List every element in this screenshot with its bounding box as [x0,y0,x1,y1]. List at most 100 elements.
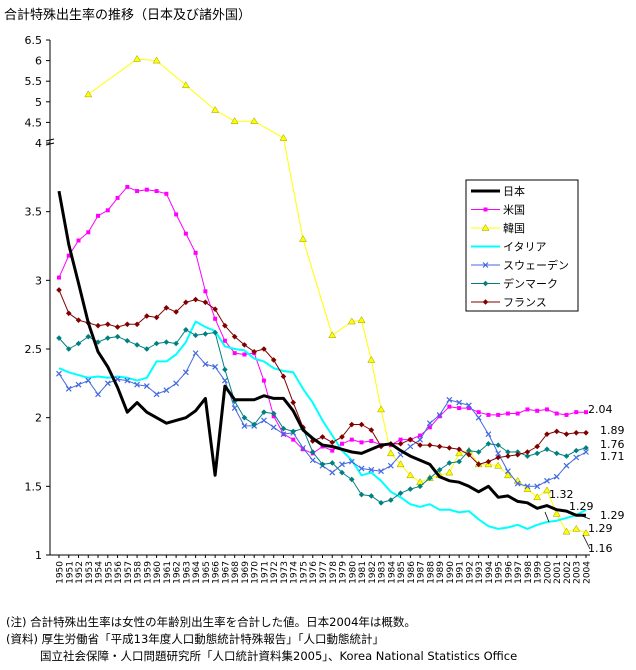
data-point-米国 [515,411,520,416]
data-point-韓国 [250,117,259,124]
data-point-デンマーク [212,329,218,336]
data-point-フランス [241,342,248,348]
x-tick-label: 1959 [143,561,153,584]
legend-item-イタリア: イタリア [471,241,547,254]
x-tick-label: 1975 [299,561,309,584]
data-point-米国 [535,408,540,413]
end-value-label: 1.29 [600,509,625,522]
data-point-フランス [407,436,414,443]
data-point-スウェーデン [182,369,189,376]
data-point-フランス [475,461,482,468]
data-point-米国 [437,414,442,419]
end-label-layer: 2.041.891.761.711.321.291.291.291.16 [544,403,625,555]
y-tick-label: 6 [35,55,42,68]
y-tick-label: 2 [35,412,42,425]
x-tick-label: 1990 [446,561,456,584]
data-point-スウェーデン [436,411,443,418]
data-point-韓国 [552,509,561,517]
end-label-leader [582,534,591,550]
data-point-デンマーク [524,453,531,459]
x-tick-label: 1965 [202,561,212,584]
data-point-フランス [75,317,82,323]
data-point-スウェーデン [75,381,82,388]
y-tick-label: 3 [35,274,42,287]
legend-swatch-marker [482,299,489,305]
data-point-デンマーク [475,449,482,455]
data-point-デンマーク [397,490,404,496]
data-point-フランス [573,429,580,436]
data-point-スウェーデン [368,466,375,473]
x-tick-label: 1968 [231,561,241,584]
data-point-スウェーデン [56,370,62,377]
data-point-スウェーデン [446,396,453,403]
data-point-フランス [358,421,365,428]
series-line-イタリア [58,320,587,530]
data-point-フランス [163,305,170,311]
legend-item-フランス: フランス [471,296,547,309]
axis-break-mark [45,142,55,146]
data-point-韓国 [152,56,161,64]
data-point-フランス [534,443,541,450]
legend-label: 米国 [503,204,525,217]
data-point-スウェーデン [231,405,238,411]
data-point-米国 [291,437,296,442]
data-point-韓国 [494,461,503,469]
x-tick-label: 1988 [426,561,436,584]
legend-item-韓国: 韓国 [471,222,525,235]
data-point-デンマーク [114,333,121,340]
data-point-フランス [134,321,140,328]
data-point-デンマーク [153,340,160,347]
data-point-デンマーク [563,453,570,459]
data-point-デンマーク [173,340,179,347]
y-tick-label: 4.5 [25,116,43,129]
data-point-スウェーデン [261,417,267,424]
x-tick-label: 1966 [212,561,222,584]
x-tick-label: 1987 [417,561,427,584]
axis-break-mark [45,138,55,142]
legend-swatch-marker [482,262,489,268]
legend-item-日本: 日本 [471,184,525,198]
data-point-フランス [114,324,121,330]
x-tick-label: 1971 [260,561,270,584]
data-point-フランス [222,322,228,329]
data-point-米国 [125,184,130,189]
data-point-フランス [104,321,111,328]
data-point-スウェーデン [339,461,345,468]
data-point-米国 [447,404,452,409]
data-point-フランス [124,321,131,328]
data-point-米国 [115,195,120,200]
data-point-デンマーク [251,421,257,428]
data-point-スウェーデン [505,468,511,475]
data-point-フランス [212,306,218,312]
data-point-米国 [203,289,208,294]
data-point-デンマーク [417,483,423,490]
x-tick-label: 1995 [495,561,505,584]
series-日本 [57,190,586,517]
data-point-スウェーデン [348,458,355,465]
x-tick-label: 2001 [553,561,563,584]
data-point-スウェーデン [212,363,219,370]
x-tick-label: 1964 [192,561,202,584]
data-point-デンマーク [163,339,170,345]
data-point-韓国 [562,527,571,535]
end-value-label: 1.29 [588,522,613,535]
data-point-韓国 [357,316,366,323]
data-point-米国 [369,439,374,444]
y-tick-label: 5.5 [25,75,43,88]
end-value-label: 1.89 [600,424,625,437]
data-point-フランス [553,428,560,435]
x-tick-label: 1970 [251,561,261,584]
data-point-フランス [95,322,101,329]
data-point-韓国 [367,355,376,363]
x-tick-label: 1996 [504,561,514,584]
data-point-韓国 [406,471,415,479]
data-point-デンマーク [378,500,384,506]
data-point-デンマーク [427,475,433,481]
data-point-デンマーク [553,450,560,457]
data-point-スウェーデン [202,361,209,368]
data-point-フランス [329,439,336,446]
data-point-韓国 [347,317,356,325]
x-tick-label: 1973 [280,561,290,584]
data-point-スウェーデン [329,469,336,476]
end-label-leader [578,514,591,520]
